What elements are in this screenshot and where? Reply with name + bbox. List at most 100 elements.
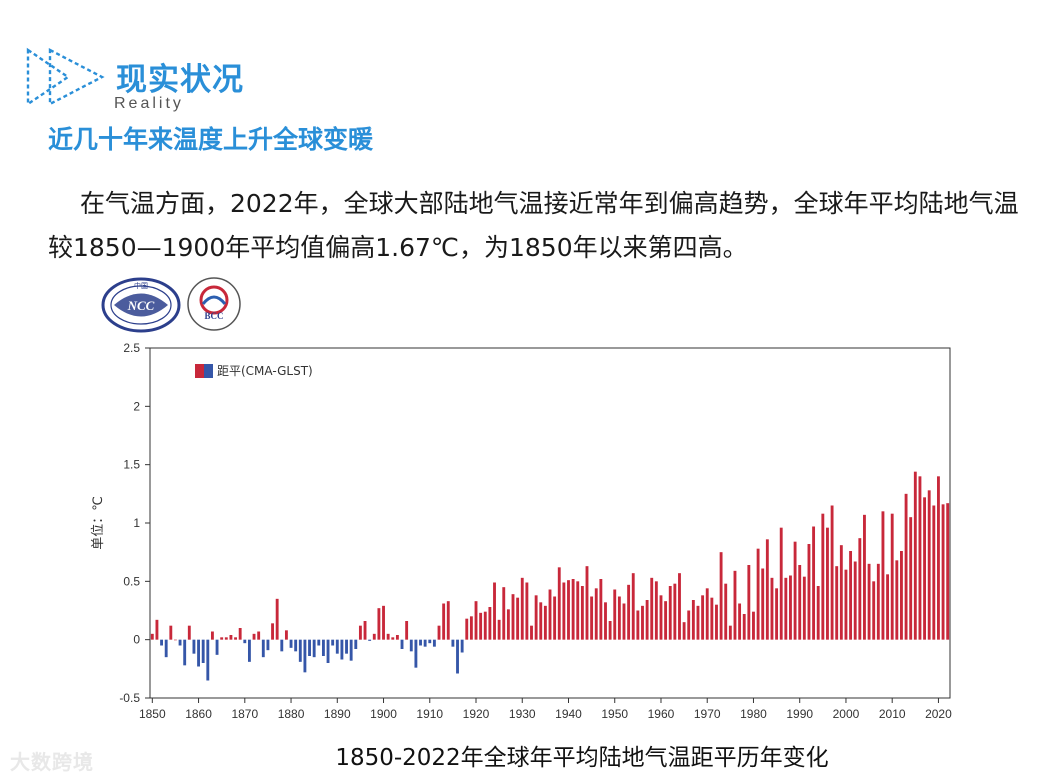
bar-1967 <box>691 600 695 640</box>
bar-1915 <box>451 639 455 647</box>
bar-1988 <box>789 575 792 640</box>
bar-2009 <box>886 574 890 640</box>
bar-1906 <box>409 639 413 652</box>
bar-1884 <box>308 639 311 656</box>
bar-1969 <box>701 595 705 640</box>
bar-1905 <box>405 621 409 640</box>
bar-1946 <box>594 588 598 640</box>
bar-2011 <box>895 560 899 640</box>
bar-1869 <box>238 628 242 640</box>
x-tick-label: 1860 <box>185 707 212 721</box>
bar-1891 <box>340 639 344 660</box>
y-tick-label: 1 <box>133 516 140 530</box>
temperature-anomaly-chart: 2.5 2 1.5 1 0.5 0 -0.5 1850 1860 1870 1880 1890 1900… <box>91 341 952 721</box>
ncc-logo-text: 中国 <box>134 281 148 290</box>
bar-2022 <box>946 503 950 640</box>
bar-1953 <box>627 584 631 640</box>
bar-1888 <box>326 639 330 663</box>
bar-1922 <box>483 611 487 640</box>
x-tick-label: 2020 <box>925 707 952 721</box>
x-tick-label: 1880 <box>278 707 305 721</box>
bar-2007 <box>876 563 880 640</box>
bar-2016 <box>918 476 922 640</box>
bar-1855 <box>174 639 177 641</box>
bar-1989 <box>793 541 797 640</box>
bar-1889 <box>331 639 335 646</box>
x-tick-label: 1950 <box>601 707 628 721</box>
bar-1921 <box>479 612 483 640</box>
bar-1925 <box>497 619 501 640</box>
bar-1992 <box>807 544 811 640</box>
bar-1852 <box>160 639 163 646</box>
bar-1931 <box>525 582 529 640</box>
bar-1982 <box>761 568 765 640</box>
headline: 近几十年来温度上升全球变暖 <box>48 125 374 154</box>
section-subtitle: Reality <box>114 95 184 112</box>
y-tick-label: 2 <box>133 399 140 413</box>
bar-1914 <box>446 601 450 640</box>
bar-1920 <box>474 601 478 640</box>
bar-1950 <box>613 589 617 640</box>
bar-2008 <box>881 511 885 640</box>
x-tick-label: 1930 <box>509 707 536 721</box>
bar-1897 <box>368 639 372 641</box>
bar-1923 <box>488 607 492 640</box>
bar-2010 <box>890 513 894 640</box>
bar-1974 <box>724 583 728 640</box>
bcc-logo-text: BCC <box>204 311 223 321</box>
x-tick-label: 1900 <box>370 707 397 721</box>
bar-1964 <box>678 573 681 640</box>
legend-swatch-negative <box>204 364 213 378</box>
bar-1850 <box>150 633 154 640</box>
bar-1887 <box>321 639 325 656</box>
x-tick-label: 1890 <box>324 707 351 721</box>
bar-1965 <box>682 622 686 640</box>
bar-1954 <box>631 573 635 640</box>
bar-1871 <box>247 639 251 662</box>
bar-2017 <box>923 497 926 640</box>
section-title: 现实状况 <box>116 62 244 98</box>
bar-1865 <box>220 637 224 640</box>
bar-1957 <box>645 600 649 640</box>
x-tick-label: 1940 <box>555 707 582 721</box>
x-tick-label: 1990 <box>786 707 813 721</box>
bar-1963 <box>673 583 677 640</box>
legend-swatch-positive <box>195 364 204 378</box>
bar-1972 <box>715 604 718 640</box>
x-tick-label: 1850 <box>139 707 166 721</box>
bar-1958 <box>650 577 654 640</box>
bar-1918 <box>465 618 469 640</box>
bar-1910 <box>428 639 432 644</box>
bar-1874 <box>261 639 265 658</box>
x-tick-label: 1870 <box>231 707 258 721</box>
bar-1986 <box>779 527 783 640</box>
bar-1868 <box>234 637 237 640</box>
chart-caption: 1850-2022年全球年平均陆地气温距平历年变化 <box>335 745 829 771</box>
bar-1854 <box>169 625 173 640</box>
bar-1912 <box>437 625 441 640</box>
bar-1956 <box>641 605 644 640</box>
bar-1879 <box>284 630 288 640</box>
bar-1975 <box>728 625 732 640</box>
body-paragraph: 在气温方面，2022年，全球大部陆地气温接近常年到偏高趋势，全球年平均陆地气温较… <box>48 189 1019 262</box>
bar-1932 <box>530 625 533 640</box>
bar-1947 <box>599 579 603 640</box>
bar-1909 <box>423 639 427 647</box>
svg-text:NCC: NCC <box>127 298 155 313</box>
bar-1863 <box>210 631 214 640</box>
bar-1867 <box>229 635 233 640</box>
y-tick-label: 0 <box>133 633 140 647</box>
bar-1997 <box>830 505 834 640</box>
bar-1970 <box>705 588 709 640</box>
x-tick-label: 1910 <box>416 707 443 721</box>
bar-1987 <box>784 577 788 640</box>
bar-1961 <box>664 601 668 640</box>
legend-label: 距平(CMA-GLST) <box>217 364 313 378</box>
bar-1876 <box>271 623 274 640</box>
bar-2005 <box>867 563 871 640</box>
bar-1902 <box>391 637 395 640</box>
bar-1899 <box>377 608 381 640</box>
bar-1886 <box>317 639 321 646</box>
bar-1971 <box>710 597 714 640</box>
bar-1962 <box>668 586 672 640</box>
